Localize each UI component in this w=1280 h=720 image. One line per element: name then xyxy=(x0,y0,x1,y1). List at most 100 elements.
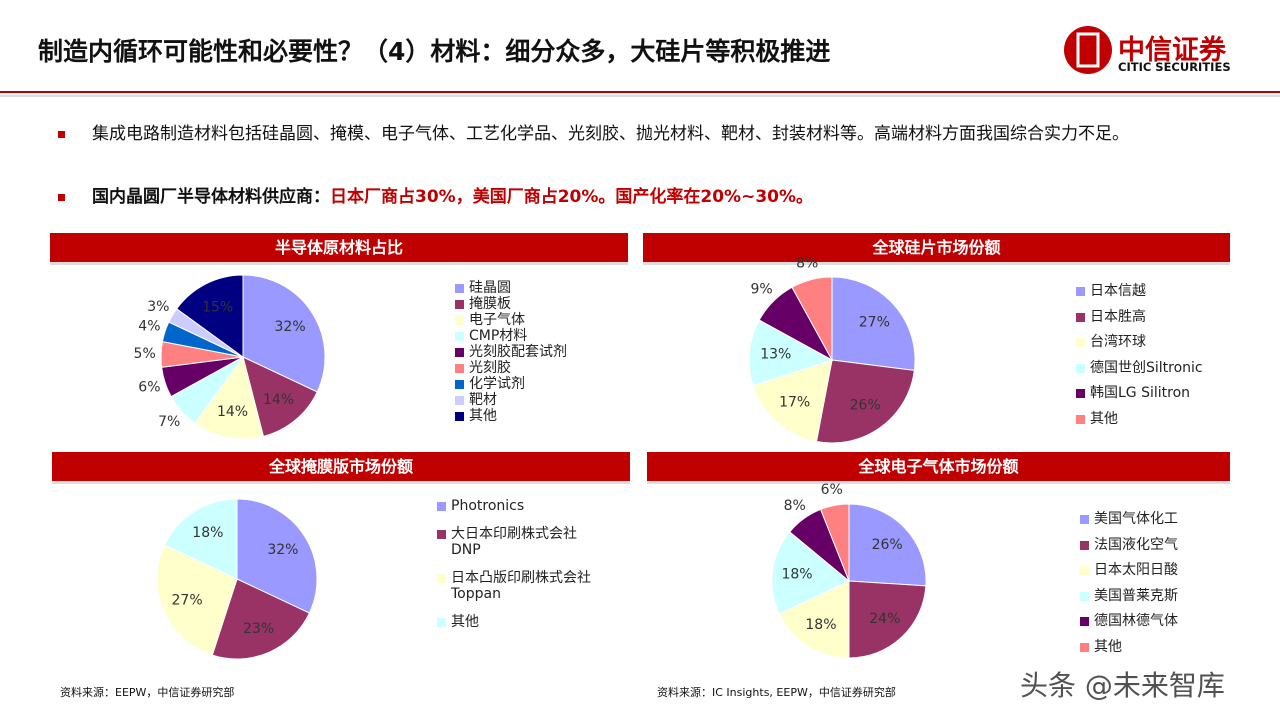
chart-title: 全球电子气体市场份额 xyxy=(857,457,1018,476)
legend-label: 德国世创Siltronic xyxy=(1090,359,1203,376)
legend-item: 美国普莱克斯 xyxy=(1080,588,1178,604)
chart-title-bar xyxy=(50,233,628,262)
data-label: 3% xyxy=(147,299,169,315)
source: 资料来源：IC Insights, EEPW，中信证券研究部 xyxy=(657,686,896,699)
legend-item: 化学试剂 xyxy=(455,376,567,392)
legend: 硅晶圆 掩膜板 电子气体 CMP材料 光刻胶配套试剂 光刻胶 化学试剂 靶材 其他 xyxy=(455,280,567,424)
legend-swatch xyxy=(455,396,464,405)
legend-swatch xyxy=(1076,312,1085,322)
legend-label: 靶材 xyxy=(469,392,497,408)
logo-en: CITIC SECURITIES xyxy=(1118,60,1231,74)
bullet-lead: 国内晶圆厂半导体材料供应商： xyxy=(92,187,330,207)
legend-item: CMP材料 xyxy=(455,328,567,344)
data-label: 32% xyxy=(267,542,298,558)
legend-item: 大日本印刷株式会社 DNP xyxy=(437,526,591,558)
legend-swatch xyxy=(1080,617,1089,626)
legend-item: 掩膜板 xyxy=(455,296,567,312)
legend-item: 硅晶圆 xyxy=(455,280,567,296)
legend-label: 其他 xyxy=(1090,410,1118,427)
legend-label: 日本太阳日酸 xyxy=(1094,562,1178,578)
data-label: 6% xyxy=(138,379,160,395)
pie-slice xyxy=(163,498,238,580)
legend-swatch xyxy=(455,300,464,309)
data-label: 18% xyxy=(781,566,812,582)
legend-label: 光刻胶配套试剂 xyxy=(469,344,567,360)
legend-label: 日本信越 xyxy=(1090,283,1146,299)
legend-item: 德国林德气体 xyxy=(1080,613,1178,629)
legend-label: 化学试剂 xyxy=(469,376,525,392)
legend-swatch xyxy=(455,364,464,373)
data-label: 6% xyxy=(821,482,843,498)
pie-slice xyxy=(820,503,850,582)
legend-label: 大日本印刷株式会社 DNP xyxy=(451,526,577,558)
data-label: 14% xyxy=(263,392,294,408)
legend-swatch xyxy=(437,618,446,627)
legend-item: 光刻胶 xyxy=(455,360,567,376)
legend-item: 其他 xyxy=(1076,411,1203,427)
legend-item: 其他 xyxy=(455,408,567,424)
chart-title-shadow xyxy=(647,481,1230,484)
pie-slice xyxy=(848,580,927,659)
data-label: 4% xyxy=(138,319,160,335)
legend-item: 日本胜高 xyxy=(1076,309,1203,325)
bullet-text: 集成电路制造材料包括硅晶圆、掩模、电子气体、工艺化学品、光刻胶、抛光材料、靶材、… xyxy=(92,124,1129,144)
legend-item: 其他 xyxy=(437,614,591,630)
legend-swatch xyxy=(1080,591,1089,601)
chart-title-shadow xyxy=(50,262,628,265)
source: 资料来源：EEPW，中信证券研究部 xyxy=(60,686,235,699)
chart-title-bar xyxy=(52,452,630,481)
pie-slice xyxy=(815,359,915,444)
logo-mark xyxy=(1064,26,1112,74)
legend-item: 德国世创Siltronic xyxy=(1076,360,1203,376)
data-label: 18% xyxy=(805,617,836,633)
legend-item: 法国液化空气 xyxy=(1080,537,1178,553)
pie-slice xyxy=(778,580,850,659)
legend-swatch xyxy=(455,412,464,421)
data-label: 27% xyxy=(859,315,890,331)
chart-title-shadow xyxy=(52,481,630,484)
data-label: 26% xyxy=(872,537,903,553)
legend-label: 日本胜高 xyxy=(1090,308,1146,325)
legend: Photronics 大日本印刷株式会社 DNP 日本凸版印刷株式会社 Toppan… xyxy=(437,498,591,642)
legend-swatch xyxy=(437,574,446,583)
legend-swatch xyxy=(455,380,464,389)
legend-label: 美国气体化工 xyxy=(1094,511,1178,527)
legend-label: 其他 xyxy=(1094,638,1122,655)
legend-swatch xyxy=(1080,642,1089,652)
legend: 日本信越日本胜高台湾环球德国世创Siltronic 韩国LG Silitron 其他 xyxy=(1076,283,1203,436)
legend-label: 其他 xyxy=(469,408,497,424)
legend-swatch xyxy=(1080,566,1089,575)
pie-slice xyxy=(156,544,238,656)
legend-swatch xyxy=(437,530,446,539)
legend-swatch xyxy=(455,332,464,341)
legend-label: 掩膜板 xyxy=(469,296,511,312)
legend-label: 硅晶圆 xyxy=(469,280,511,296)
legend-swatch xyxy=(1076,363,1085,373)
chart-title: 全球掩膜版市场份额 xyxy=(268,457,413,476)
legend-label: 法国液化空气 xyxy=(1094,536,1178,553)
legend-label: 电子气体 xyxy=(469,312,525,328)
legend-item: 日本凸版印刷株式会社 Toppan xyxy=(437,570,591,602)
data-label: 18% xyxy=(192,525,223,541)
legend-swatch xyxy=(455,348,464,357)
legend-swatch xyxy=(455,316,464,325)
legend-label: 美国普莱克斯 xyxy=(1094,587,1178,604)
data-label: 15% xyxy=(202,299,233,315)
legend-item: 日本太阳日酸 xyxy=(1080,562,1178,578)
chart-title: 半导体原材料占比 xyxy=(275,238,403,257)
legend-item: 韩国LG Silitron xyxy=(1076,385,1203,401)
chart-title-shadow xyxy=(643,262,1230,265)
legend: 美国气体化工 法国液化空气 日本太阳日酸 美国普莱克斯德国林德气体其他 xyxy=(1080,511,1178,664)
legend-item: 台湾环球 xyxy=(1076,334,1203,350)
chart-title-bar xyxy=(647,452,1230,481)
bullet: 集成电路制造材料包括硅晶圆、掩模、电子气体、工艺化学品、光刻胶、抛光材料、靶材、… xyxy=(58,122,1242,146)
bullet-highlight: 日本厂商占30%，美国厂商占20%。国产化率在20%~30%。 xyxy=(330,187,814,207)
legend-item: 美国气体化工 xyxy=(1080,511,1178,527)
legend-swatch xyxy=(1076,389,1085,398)
data-label: 14% xyxy=(217,404,248,420)
legend-item: 其他 xyxy=(1080,639,1178,655)
pie-slice xyxy=(194,355,265,440)
data-label: 8% xyxy=(796,256,818,272)
